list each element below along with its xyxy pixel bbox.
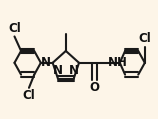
Text: N: N <box>53 64 63 77</box>
Text: N: N <box>69 64 79 77</box>
Text: Cl: Cl <box>8 22 21 35</box>
Text: O: O <box>90 82 100 94</box>
Text: Cl: Cl <box>138 32 151 45</box>
Text: Cl: Cl <box>23 89 35 102</box>
Text: NH: NH <box>108 56 128 69</box>
Text: N: N <box>41 56 51 69</box>
